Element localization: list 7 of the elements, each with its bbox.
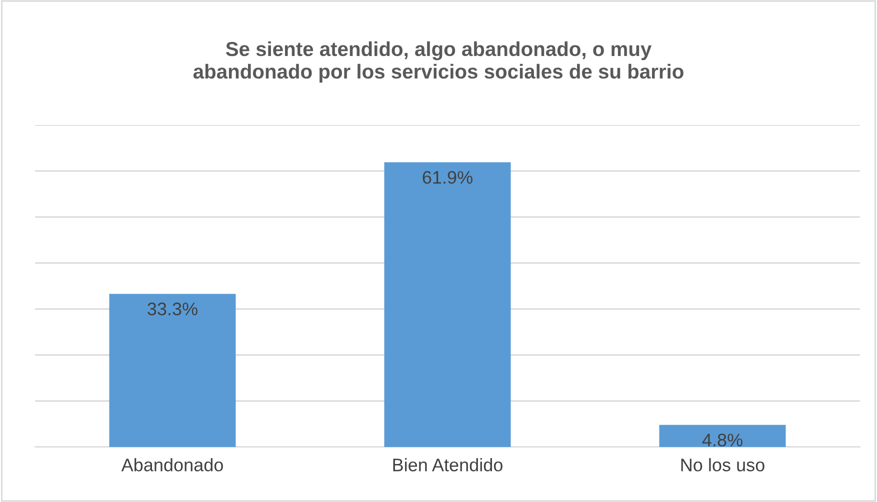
data-label: 61.9% [422,170,472,184]
x-tick-label: No los uso [681,458,764,472]
x-tick-label: Abandonado [121,458,223,472]
chart-title: Se siente atendido, algo abandonado, o muy abandonado por los servicios sociales de su barrio [193,41,684,83]
data-label: 4.8% [702,434,742,446]
x-tick-label: Bien Atendido [393,458,502,472]
data-label: 33.3% [148,302,198,316]
